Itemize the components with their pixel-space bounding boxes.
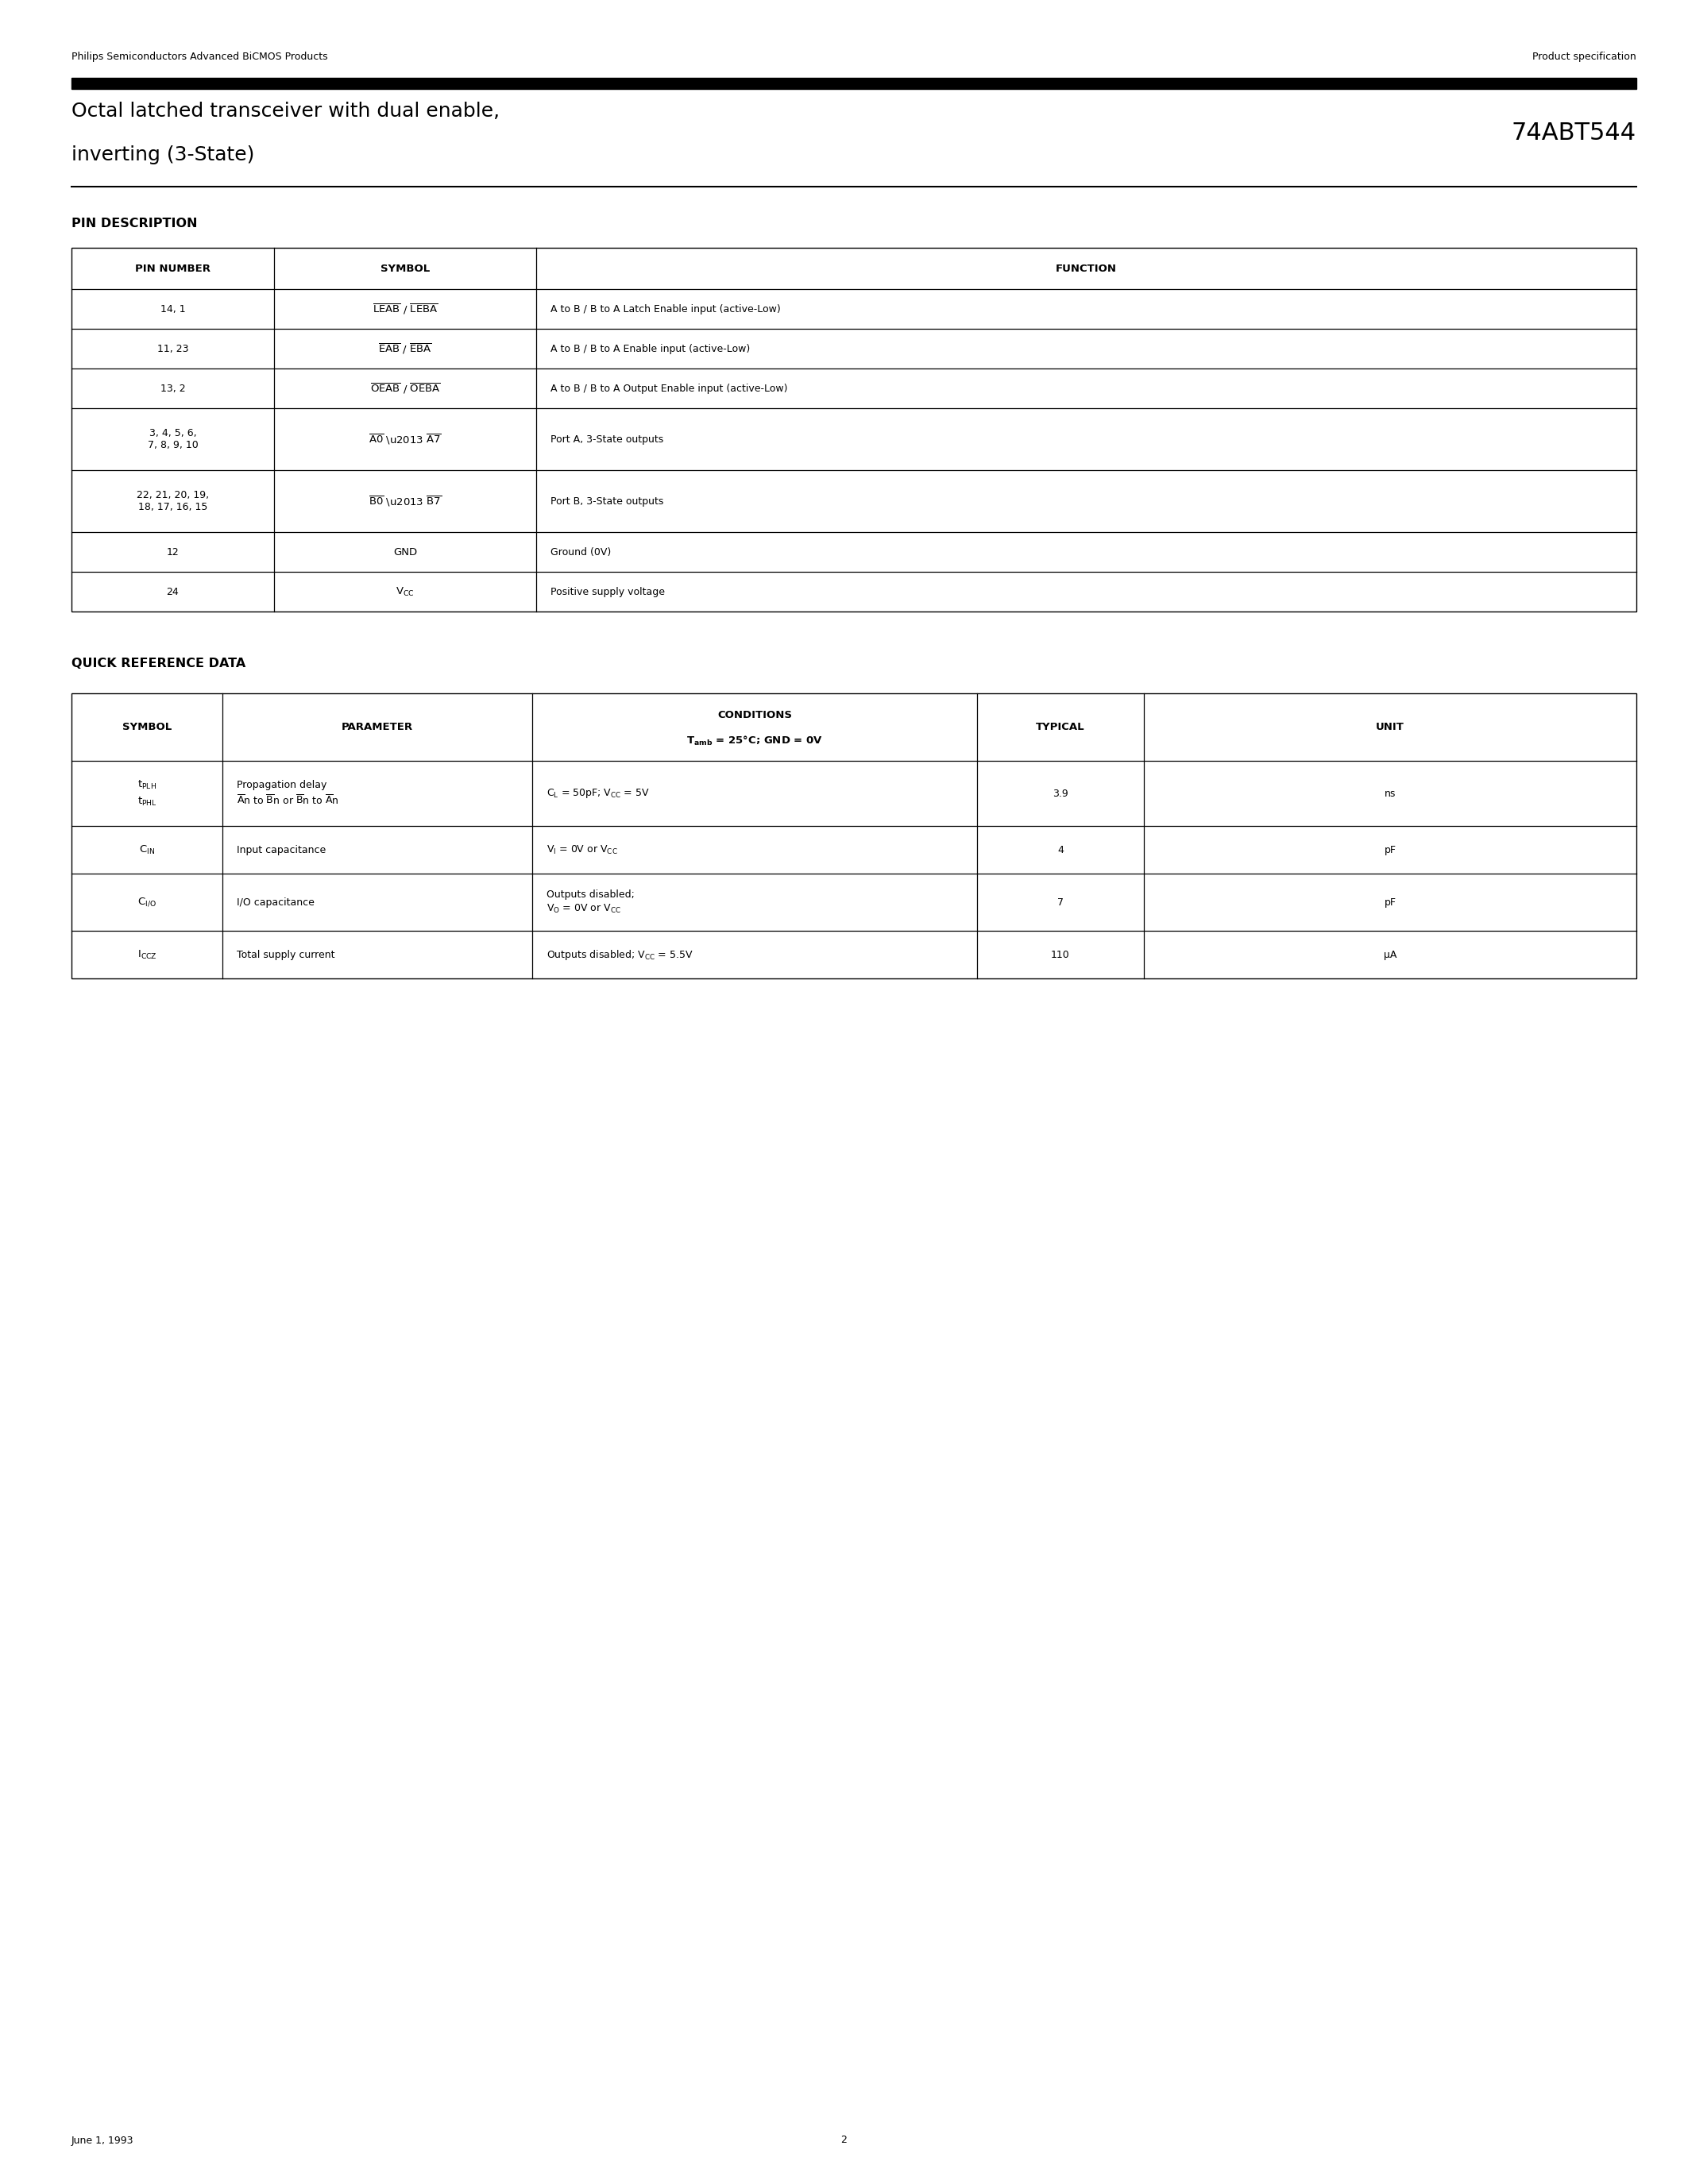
Text: I/O capacitance: I/O capacitance (236, 898, 314, 906)
Text: inverting (3-State): inverting (3-State) (71, 146, 255, 164)
Text: June 1, 1993: June 1, 1993 (71, 2136, 133, 2145)
Text: pF: pF (1384, 845, 1396, 854)
Bar (71, 247, 1636, 612)
Text: $\mathrm{C_{I/O}}$: $\mathrm{C_{I/O}}$ (137, 895, 157, 909)
Text: $\overline{\mathrm{B0}}$ \u2013 $\overline{\mathrm{B7}}$: $\overline{\mathrm{B0}}$ \u2013 $\overli… (368, 494, 442, 509)
Text: Outputs disabled; $\mathrm{V_{CC}}$ = 5.5V: Outputs disabled; $\mathrm{V_{CC}}$ = 5.… (547, 948, 694, 961)
Text: pF: pF (1384, 898, 1396, 906)
Text: A to B / B to A Output Enable input (active-Low): A to B / B to A Output Enable input (act… (550, 382, 788, 393)
Text: Input capacitance: Input capacitance (236, 845, 326, 854)
Text: FUNCTION: FUNCTION (1055, 264, 1117, 273)
Text: Total supply current: Total supply current (236, 950, 334, 959)
Text: 2: 2 (841, 2136, 847, 2145)
Text: ns: ns (1384, 788, 1396, 799)
Text: 7: 7 (1057, 898, 1063, 906)
Text: PIN DESCRIPTION: PIN DESCRIPTION (71, 218, 197, 229)
Text: Propagation delay
$\overline{\mathrm{A}}$n to $\overline{\mathrm{B}}$n or $\over: Propagation delay $\overline{\mathrm{A}}… (236, 780, 339, 808)
Text: PIN NUMBER: PIN NUMBER (135, 264, 211, 273)
Text: $\overline{\mathrm{A0}}$ \u2013 $\overline{\mathrm{A7}}$: $\overline{\mathrm{A0}}$ \u2013 $\overli… (368, 432, 442, 446)
Text: 4: 4 (1057, 845, 1063, 854)
Text: Philips Semiconductors Advanced BiCMOS Products: Philips Semiconductors Advanced BiCMOS P… (71, 52, 327, 63)
Text: $\overline{\mathrm{OEAB}}$ / $\overline{\mathrm{OEBA}}$: $\overline{\mathrm{OEAB}}$ / $\overline{… (370, 382, 441, 395)
Text: 3, 4, 5, 6,
7, 8, 9, 10: 3, 4, 5, 6, 7, 8, 9, 10 (147, 428, 197, 450)
Bar (71, 79, 1636, 90)
Bar (71, 692, 1636, 978)
Text: Port A, 3-State outputs: Port A, 3-State outputs (550, 435, 663, 443)
Text: A to B / B to A Latch Enable input (active-Low): A to B / B to A Latch Enable input (acti… (550, 304, 780, 314)
Text: $\mathrm{C_L}$ = 50pF; $\mathrm{V_{CC}}$ = 5V: $\mathrm{C_L}$ = 50pF; $\mathrm{V_{CC}}$… (547, 786, 650, 799)
Text: Ground (0V): Ground (0V) (550, 546, 611, 557)
Text: $\mathrm{V_{CC}}$: $\mathrm{V_{CC}}$ (395, 585, 415, 598)
Text: TYPICAL: TYPICAL (1036, 723, 1085, 732)
Text: μA: μA (1384, 950, 1396, 959)
Text: 13, 2: 13, 2 (160, 382, 186, 393)
Text: $\overline{\mathrm{LEAB}}$ / $\overline{\mathrm{LEBA}}$: $\overline{\mathrm{LEAB}}$ / $\overline{… (373, 301, 437, 317)
Text: 74ABT544: 74ABT544 (1511, 122, 1636, 144)
Text: UNIT: UNIT (1376, 723, 1404, 732)
Text: PARAMETER: PARAMETER (341, 723, 414, 732)
Text: A to B / B to A Enable input (active-Low): A to B / B to A Enable input (active-Low… (550, 343, 749, 354)
Text: 24: 24 (167, 587, 179, 596)
Text: $\mathrm{C_{IN}}$: $\mathrm{C_{IN}}$ (138, 843, 155, 856)
Text: $\mathrm{I_{CCZ}}$: $\mathrm{I_{CCZ}}$ (137, 948, 157, 961)
Text: $\mathrm{t_{PLH}}$
$\mathrm{t_{PHL}}$: $\mathrm{t_{PLH}}$ $\mathrm{t_{PHL}}$ (137, 780, 157, 808)
Text: QUICK REFERENCE DATA: QUICK REFERENCE DATA (71, 657, 246, 668)
Text: 22, 21, 20, 19,
18, 17, 16, 15: 22, 21, 20, 19, 18, 17, 16, 15 (137, 489, 209, 513)
Text: CONDITIONS: CONDITIONS (717, 710, 792, 721)
Text: 3.9: 3.9 (1053, 788, 1069, 799)
Text: 110: 110 (1052, 950, 1070, 959)
Text: $\overline{\mathrm{EAB}}$ / $\overline{\mathrm{EBA}}$: $\overline{\mathrm{EAB}}$ / $\overline{\… (378, 341, 432, 356)
Text: $\mathrm{V_I}$ = 0V or $\mathrm{V_{CC}}$: $\mathrm{V_I}$ = 0V or $\mathrm{V_{CC}}$ (547, 843, 618, 856)
Text: Positive supply voltage: Positive supply voltage (550, 587, 665, 596)
Text: Port B, 3-State outputs: Port B, 3-State outputs (550, 496, 663, 507)
Text: $\mathbf{T_{amb}}$ = 25°C; GND = 0V: $\mathbf{T_{amb}}$ = 25°C; GND = 0V (687, 734, 822, 747)
Text: SYMBOL: SYMBOL (380, 264, 430, 273)
Text: 14, 1: 14, 1 (160, 304, 186, 314)
Text: Product specification: Product specification (1533, 52, 1636, 63)
Text: SYMBOL: SYMBOL (122, 723, 172, 732)
Text: Outputs disabled;
$\mathrm{V_O}$ = 0V or $\mathrm{V_{CC}}$: Outputs disabled; $\mathrm{V_O}$ = 0V or… (547, 889, 635, 915)
Text: GND: GND (393, 546, 417, 557)
Text: Octal latched transceiver with dual enable,: Octal latched transceiver with dual enab… (71, 103, 500, 120)
Text: 11, 23: 11, 23 (157, 343, 189, 354)
Text: 12: 12 (167, 546, 179, 557)
